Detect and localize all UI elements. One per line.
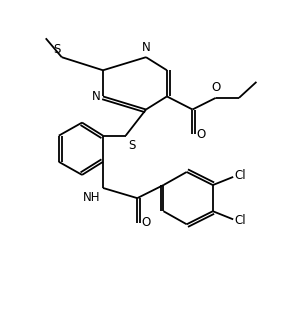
Text: O: O — [141, 216, 150, 229]
Text: Cl: Cl — [235, 214, 246, 227]
Text: NH: NH — [83, 191, 100, 204]
Text: O: O — [211, 81, 220, 95]
Text: S: S — [53, 43, 60, 56]
Text: O: O — [196, 128, 206, 141]
Text: S: S — [128, 139, 136, 152]
Text: N: N — [92, 90, 101, 103]
Text: Cl: Cl — [235, 169, 246, 182]
Text: N: N — [142, 41, 150, 54]
